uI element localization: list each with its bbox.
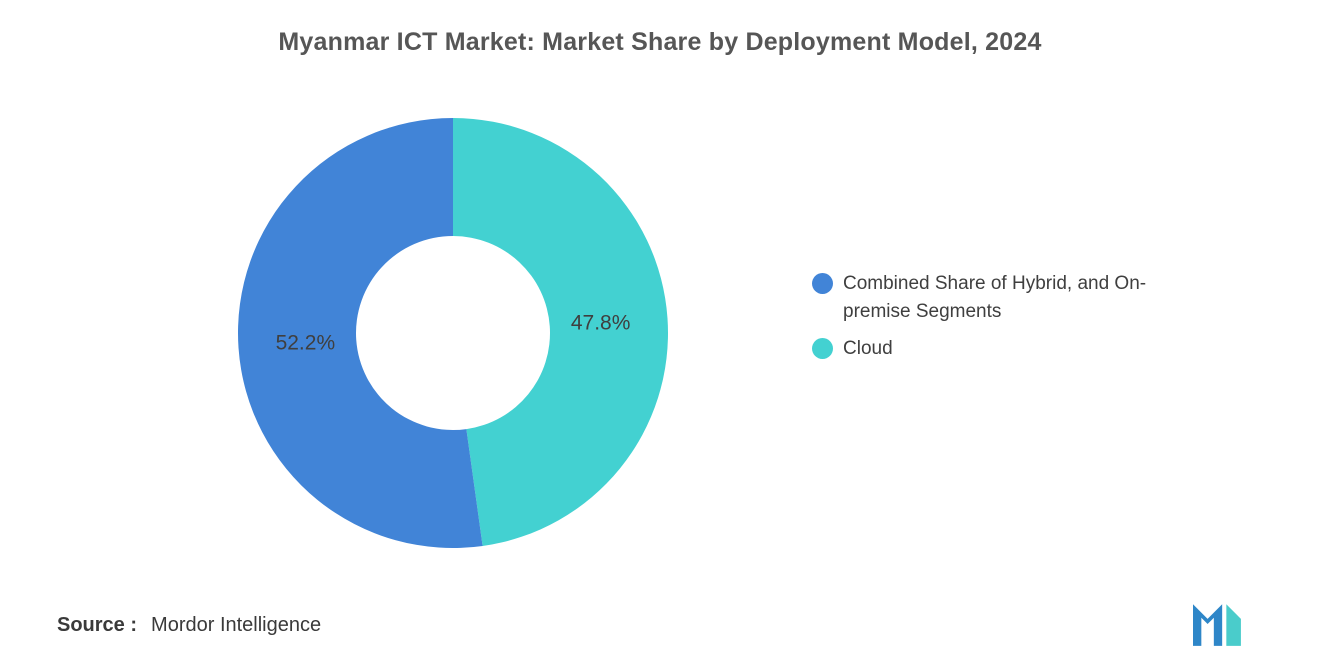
donut-chart: 47.8% 52.2%: [238, 118, 668, 548]
mordor-intelligence-logo: [1188, 598, 1248, 648]
legend-swatch: [812, 338, 833, 359]
donut-slice-1: [453, 118, 668, 546]
donut-slice-0: [238, 118, 483, 548]
slice-value-label: 52.2%: [276, 332, 336, 355]
logo-m-shape: [1193, 604, 1223, 646]
slice-value-label: 47.8%: [571, 311, 631, 334]
source-value: Mordor Intelligence: [151, 614, 322, 636]
legend-label: Cloud: [843, 338, 893, 359]
source-attribution: Source : Mordor Intelligence: [57, 614, 321, 637]
chart-legend: Combined Share of Hybrid, and On-premise…: [812, 270, 1182, 372]
donut-chart-svg: 47.8% 52.2%: [238, 118, 668, 548]
logo-accent-shape: [1226, 604, 1241, 646]
mordor-intelligence-logo-svg: [1193, 604, 1241, 646]
legend-item-cloud: Cloud: [812, 335, 1182, 363]
legend-label: Combined Share of Hybrid, and On-premise…: [843, 273, 1147, 322]
legend-item-hybrid-onpremise: Combined Share of Hybrid, and On-premise…: [812, 270, 1182, 326]
chart-title: Myanmar ICT Market: Market Share by Depl…: [278, 28, 1042, 56]
source-label: Source :: [57, 614, 138, 636]
legend-swatch: [812, 273, 833, 294]
